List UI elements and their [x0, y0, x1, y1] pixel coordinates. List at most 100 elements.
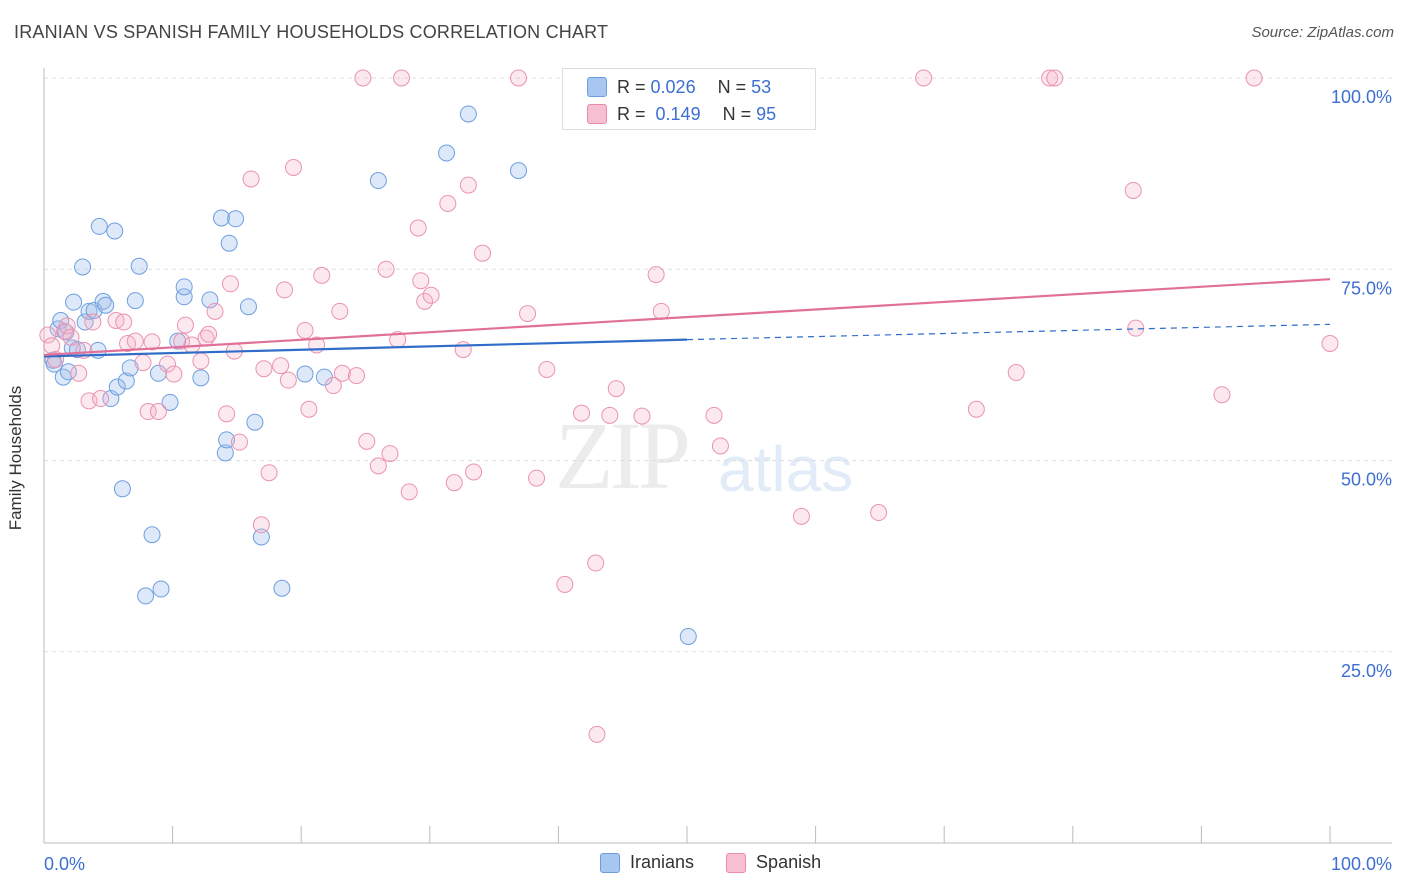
spanish-point	[369, 457, 387, 475]
legend-swatch-spanish	[726, 852, 747, 873]
spanish-point	[221, 275, 239, 293]
spanish-point	[134, 354, 152, 372]
iranians-point	[239, 298, 257, 316]
iranians-point	[510, 162, 528, 180]
spanish-point	[409, 219, 427, 237]
iranians-point	[679, 627, 697, 645]
series-legend: Iranians Spanish	[600, 852, 853, 873]
spanish-point	[454, 341, 472, 359]
spanish-point	[347, 367, 365, 385]
spanish-point	[260, 464, 278, 482]
iranians-point	[65, 293, 83, 311]
spanish-point	[792, 507, 810, 525]
spanish-point	[422, 286, 440, 304]
spanish-point	[915, 69, 933, 87]
stats-r-label: R =	[617, 76, 646, 97]
spanish-point	[588, 725, 606, 743]
legend-label-spanish: Spanish	[756, 852, 822, 872]
spanish-point	[70, 364, 88, 382]
iranians-point	[216, 444, 234, 462]
spanish-point	[139, 403, 157, 421]
spanish-point	[381, 445, 399, 463]
spanish-point	[324, 377, 342, 395]
spanish-point	[84, 313, 102, 331]
spanish-point	[1321, 334, 1339, 352]
iranians-point	[90, 217, 108, 235]
spanish-point	[39, 326, 57, 344]
iranians-point	[106, 222, 124, 240]
iranians-point	[152, 580, 170, 598]
spanish-point	[1007, 364, 1025, 382]
iranians-point	[218, 431, 236, 449]
spanish-point	[354, 69, 372, 87]
spanish-point	[647, 266, 665, 284]
spanish-point	[711, 437, 729, 455]
iranians-point	[57, 323, 75, 341]
y-tick-label: 100.0%	[1331, 87, 1392, 107]
iranians-point	[220, 234, 238, 252]
spanish-point	[705, 406, 723, 424]
stats-r-label: R =	[617, 103, 646, 124]
spanish-point	[176, 316, 194, 334]
spanish-point	[393, 69, 411, 87]
legend-item-spanish[interactable]: Spanish	[726, 852, 821, 873]
iranians-point	[438, 144, 456, 162]
spanish-point	[416, 292, 434, 310]
spanish-point	[1245, 69, 1263, 87]
spanish-point	[279, 371, 297, 389]
y-tick-label: 75.0%	[1341, 278, 1392, 298]
iranians-trend-line	[43, 338, 688, 358]
spanish-point	[165, 365, 183, 383]
iranians-point	[273, 579, 291, 597]
spanish-point	[192, 352, 210, 370]
spanish-point	[296, 321, 314, 339]
spanish-point	[115, 313, 133, 331]
x-tick-label: 100.0%	[1331, 854, 1392, 874]
iranians-point	[369, 172, 387, 190]
stats-n-value: 95	[756, 103, 777, 124]
iranians-point	[175, 278, 193, 296]
spanish-point	[242, 170, 260, 188]
spanish-point	[200, 325, 218, 343]
spanish-point	[333, 364, 351, 382]
spanish-point	[300, 400, 318, 418]
spanish-point	[967, 400, 985, 418]
spanish-point	[1213, 386, 1231, 404]
y-tick-label: 50.0%	[1341, 470, 1392, 490]
spanish-point	[126, 332, 144, 350]
legend-swatch-iranians	[600, 852, 620, 873]
spanish-point	[149, 403, 167, 421]
spanish-point	[331, 302, 349, 320]
iranians-point	[108, 378, 126, 396]
iranians-point	[246, 413, 264, 431]
watermark-atlas: atlas	[718, 433, 854, 505]
chart-title: IRANIAN VS SPANISH FAMILY HOUSEHOLDS COR…	[14, 22, 609, 42]
spanish-point	[252, 516, 270, 534]
iranians-point	[175, 288, 193, 306]
legend-label-iranians: Iranians	[630, 852, 695, 872]
spanish-point	[275, 281, 293, 299]
spanish-point	[143, 333, 161, 351]
spanish-point	[445, 474, 463, 492]
iranians-point	[130, 257, 148, 275]
spanish-point	[519, 305, 537, 323]
iranians-point	[121, 359, 139, 377]
iranians-point	[97, 296, 115, 314]
spanish-point	[377, 260, 395, 278]
iranians-point	[80, 302, 98, 320]
spanish-point	[272, 357, 290, 375]
spanish-point	[206, 302, 224, 320]
spanish-point	[652, 302, 670, 320]
iranians-point	[161, 393, 179, 411]
iranians-point	[459, 105, 477, 123]
stats-n-label: N =	[722, 103, 752, 124]
stats-row-iranians: R = 0.026 N = 53	[563, 74, 771, 100]
chart-source: Source: ZipAtlas.com	[1251, 24, 1394, 41]
y-tick-label: 25.0%	[1341, 661, 1392, 681]
legend-item-iranians[interactable]: Iranians	[600, 852, 694, 873]
iranians-point	[252, 528, 270, 546]
spanish-point	[1046, 69, 1064, 87]
spanish-point	[358, 432, 376, 450]
spanish-point	[573, 404, 591, 422]
spanish-point	[284, 159, 302, 177]
